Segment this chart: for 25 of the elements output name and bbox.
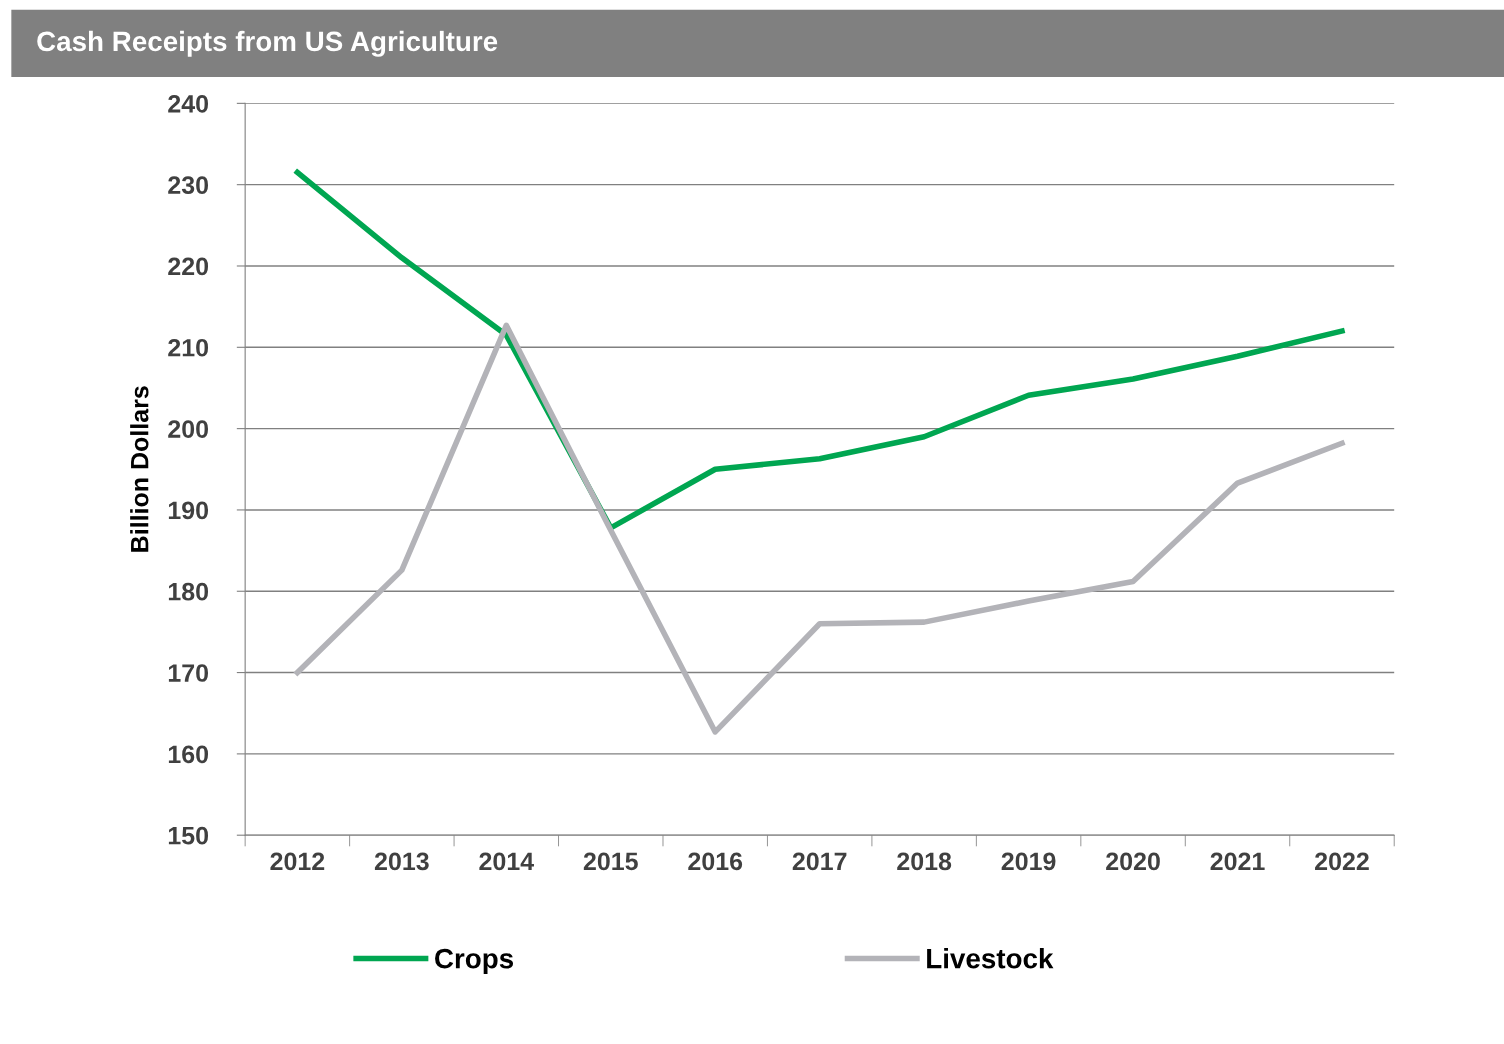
x-tick-label: 2014 (479, 852, 534, 871)
y-tick-label: 230 (168, 176, 209, 195)
y-tick-label: 200 (168, 420, 209, 438)
y-tick-label: 190 (168, 501, 209, 520)
y-tick-label: 240 (168, 94, 209, 113)
y-axis-title: Billion Dollars (130, 386, 149, 552)
x-tick-label: 2017 (792, 852, 847, 871)
x-tick-label: 2021 (1210, 852, 1265, 871)
x-tick-label: 2016 (688, 852, 743, 871)
x-tick-label: 2013 (374, 852, 429, 871)
y-tick-label: 220 (168, 257, 209, 276)
y-tick-label: 150 (168, 826, 209, 845)
x-tick-label: 2019 (1001, 852, 1056, 871)
y-tick-label: 170 (168, 664, 209, 682)
x-tick-label: 2022 (1315, 852, 1369, 871)
x-tick-label: 2015 (583, 852, 638, 871)
x-tick-label: 2020 (1106, 852, 1160, 871)
x-tick-label: 2012 (270, 852, 325, 871)
legend-label: Crops (435, 948, 514, 974)
chart-title: Cash Receipts from US Agriculture (37, 30, 498, 57)
y-tick-label: 180 (168, 582, 209, 601)
y-tick-label: 160 (168, 745, 209, 764)
x-tick-label: 2018 (897, 852, 952, 871)
legend-label: Livestock (927, 948, 1054, 969)
y-tick-label: 210 (168, 338, 209, 357)
